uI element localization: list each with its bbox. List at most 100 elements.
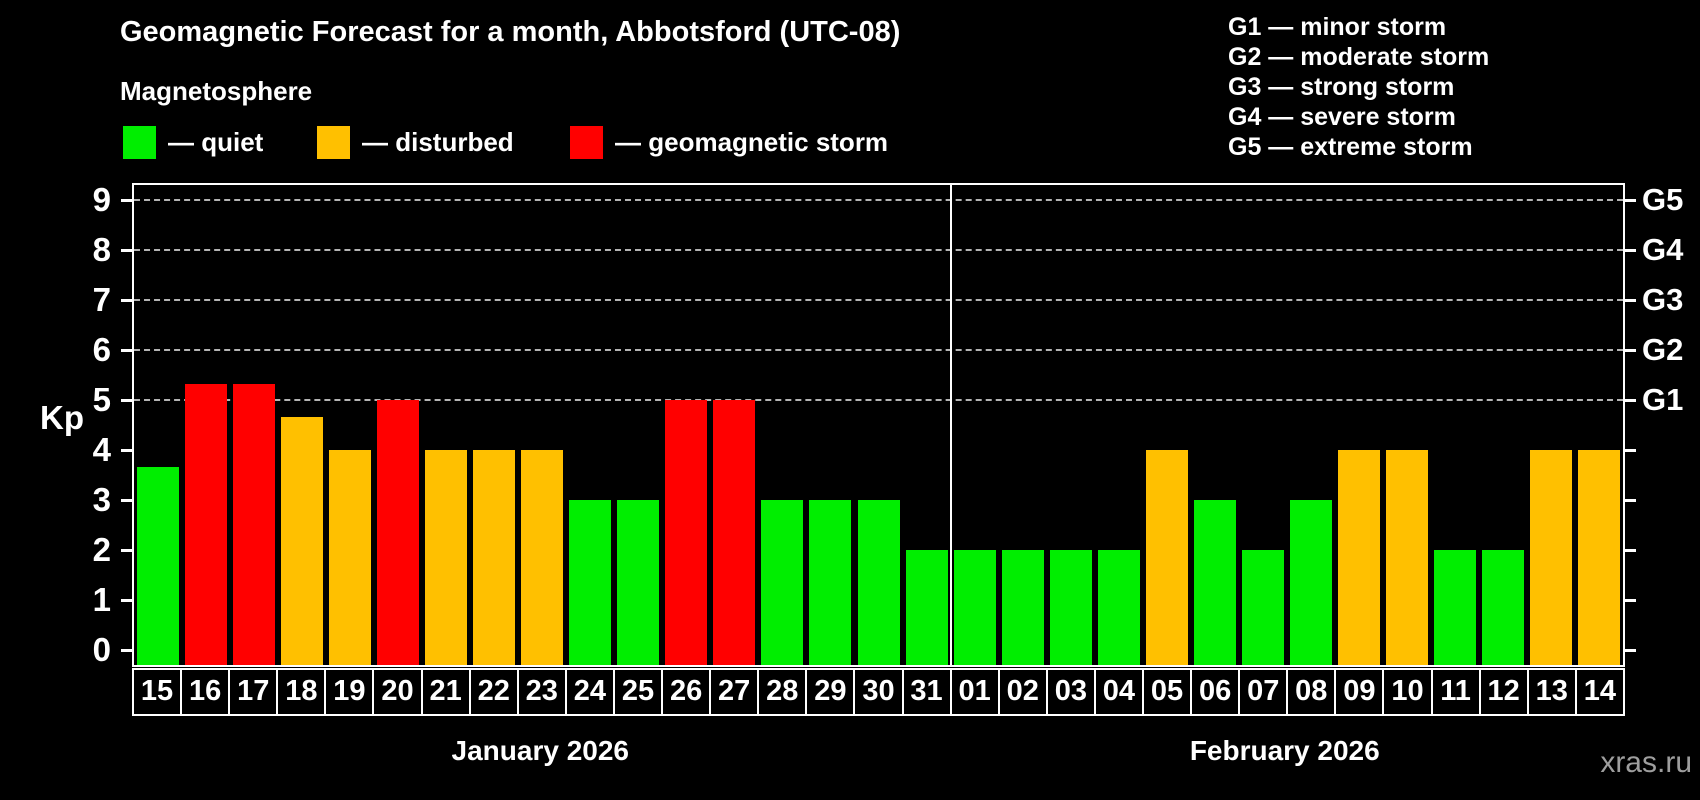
day-cell: 01 xyxy=(952,670,1000,714)
kp-bar xyxy=(1049,550,1092,665)
kp-bar xyxy=(185,383,228,665)
kp-bar xyxy=(665,400,708,665)
kp-bar xyxy=(761,500,804,665)
right-axis-tick xyxy=(1625,448,1636,452)
y-axis-tick xyxy=(121,498,132,502)
day-cell: 21 xyxy=(423,670,471,714)
kp-bar xyxy=(857,500,900,665)
kp-bar xyxy=(809,500,852,665)
right-axis-tick xyxy=(1625,198,1636,202)
quiet-swatch xyxy=(123,125,156,159)
y-axis-tick-label: 6 xyxy=(92,331,111,368)
day-cell: 10 xyxy=(1384,670,1433,714)
kp-bar xyxy=(1529,450,1572,665)
g-level-label-g3: G3 xyxy=(1642,282,1684,317)
day-cell: 08 xyxy=(1288,670,1337,714)
y-axis-tick-label: 8 xyxy=(92,231,111,268)
day-cell: 23 xyxy=(519,670,567,714)
g-legend-line: G1 — minor storm xyxy=(1228,13,1447,41)
right-axis-tick xyxy=(1625,298,1636,302)
day-cell: 15 xyxy=(134,670,183,714)
legend-item-storm: — geomagnetic storm xyxy=(570,125,888,159)
y-axis-tick xyxy=(121,648,132,652)
right-axis-tick xyxy=(1625,498,1636,502)
g-level-label-g2: G2 xyxy=(1642,332,1684,367)
kp-bar xyxy=(1577,450,1620,665)
day-cell: 26 xyxy=(663,670,712,714)
day-cell: 20 xyxy=(374,670,423,714)
day-cell: 19 xyxy=(326,670,375,714)
right-axis-tick xyxy=(1625,598,1636,602)
kp-bar xyxy=(1001,550,1044,665)
gridline-kp9 xyxy=(134,199,1623,201)
y-axis-tick-label: 3 xyxy=(92,481,111,518)
day-cell: 22 xyxy=(471,670,519,714)
kp-bar xyxy=(617,500,660,665)
gridline-kp5 xyxy=(134,399,1623,401)
legend-label-storm: — geomagnetic storm xyxy=(615,127,889,157)
month-label-february: February 2026 xyxy=(1189,735,1380,766)
month-label-january: January 2026 xyxy=(451,735,629,766)
month-divider-line xyxy=(949,185,952,665)
y-axis-tick xyxy=(121,348,132,352)
kp-bar xyxy=(473,450,516,665)
chart-title: Geomagnetic Forecast for a month, Abbots… xyxy=(120,16,901,48)
kp-bar xyxy=(905,550,948,665)
day-cell: 02 xyxy=(1000,670,1048,714)
kp-bar xyxy=(1193,500,1236,665)
y-axis-tick xyxy=(121,248,132,252)
kp-axis-label: Kp xyxy=(40,399,84,436)
g-legend-line: G3 — strong storm xyxy=(1228,73,1455,101)
y-axis-tick xyxy=(121,598,132,602)
kp-bar xyxy=(1385,450,1428,665)
kp-bar xyxy=(1481,550,1524,665)
g-legend-line: G4 — severe storm xyxy=(1228,103,1456,131)
g-level-label-g4: G4 xyxy=(1642,232,1684,267)
day-cell: 16 xyxy=(182,670,231,714)
right-axis-tick xyxy=(1625,398,1636,402)
kp-bar xyxy=(137,466,180,665)
kp-bar xyxy=(425,450,468,665)
kp-bar xyxy=(1097,550,1140,665)
right-axis-tick xyxy=(1625,648,1636,652)
day-cell: 31 xyxy=(904,670,952,714)
day-cell: 14 xyxy=(1583,675,1616,707)
storm-swatch xyxy=(570,125,603,159)
kp-bar xyxy=(233,383,276,665)
day-cell: 24 xyxy=(567,670,615,714)
y-axis-tick xyxy=(121,198,132,202)
legend-item-quiet: — quiet xyxy=(123,125,263,159)
g-level-label-g1: G1 xyxy=(1642,382,1684,417)
day-cell: 18 xyxy=(278,670,327,714)
magnetosphere-label: Magnetosphere xyxy=(120,76,313,106)
legend-label-quiet: — quiet xyxy=(168,127,264,157)
kp-bar xyxy=(329,450,372,665)
kp-bar xyxy=(1289,500,1332,665)
y-axis-tick-label: 7 xyxy=(92,281,111,318)
g-level-label-g5: G5 xyxy=(1642,182,1684,217)
y-axis-tick-label: 5 xyxy=(92,381,111,418)
g-legend-line: G2 — moderate storm xyxy=(1228,43,1490,71)
y-axis-tick xyxy=(121,448,132,452)
disturbed-swatch xyxy=(317,125,350,159)
kp-bar xyxy=(1145,450,1188,665)
kp-bar xyxy=(377,400,420,665)
kp-bar xyxy=(521,450,564,665)
day-cell: 07 xyxy=(1240,670,1289,714)
day-labels-row: 15 16 17 18 19 20 21 22 23 24 25 26 27 28 29 30 31 01 02 03… xyxy=(132,668,1625,716)
kp-bar xyxy=(281,416,324,665)
kp-bar xyxy=(953,550,996,665)
day-cell: 27 xyxy=(711,670,760,714)
day-cell: 29 xyxy=(807,670,856,714)
y-axis-tick-label: 4 xyxy=(92,431,111,468)
day-cell: 28 xyxy=(759,670,808,714)
day-cell: 12 xyxy=(1481,670,1529,714)
day-cell: 17 xyxy=(230,670,279,714)
gridline-kp6 xyxy=(134,349,1623,351)
right-axis-tick xyxy=(1625,248,1636,252)
gridline-kp7 xyxy=(134,299,1623,301)
day-cell: 03 xyxy=(1048,670,1096,714)
g-legend-line: G5 — extreme storm xyxy=(1228,133,1473,161)
y-axis-tick-label: 2 xyxy=(92,531,111,568)
